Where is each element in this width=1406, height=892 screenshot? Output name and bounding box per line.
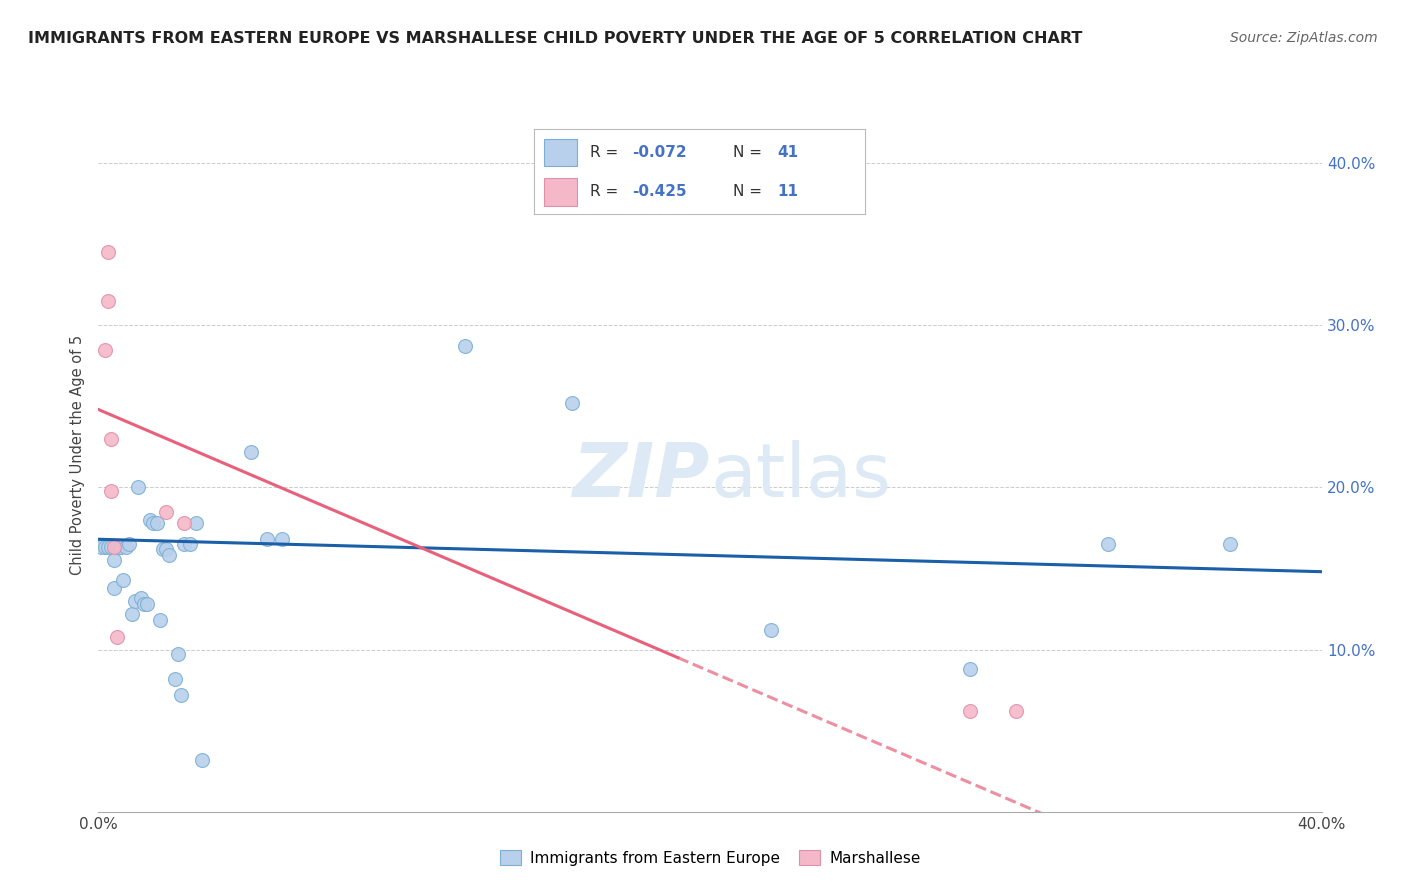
Text: N =: N = xyxy=(733,145,766,160)
Point xyxy=(240,444,263,458)
Point xyxy=(124,594,146,608)
Point xyxy=(142,516,165,530)
Point xyxy=(111,573,134,587)
Point xyxy=(1097,537,1119,551)
Point xyxy=(127,480,149,494)
Point xyxy=(97,541,120,555)
Point xyxy=(108,541,131,555)
Point xyxy=(959,704,981,718)
Text: R =: R = xyxy=(591,184,624,199)
Point xyxy=(256,533,278,547)
Bar xyxy=(544,178,578,206)
Point xyxy=(561,396,583,410)
Y-axis label: Child Poverty Under the Age of 5: Child Poverty Under the Age of 5 xyxy=(70,334,86,575)
Point xyxy=(115,541,138,555)
Point xyxy=(100,541,122,555)
Point xyxy=(959,662,981,676)
Point xyxy=(100,432,122,446)
Point xyxy=(97,293,120,308)
Point xyxy=(179,537,201,551)
Point xyxy=(103,553,125,567)
Point xyxy=(270,533,292,547)
Point xyxy=(93,343,115,357)
Text: 11: 11 xyxy=(778,184,799,199)
Text: -0.072: -0.072 xyxy=(631,145,686,160)
Text: IMMIGRANTS FROM EASTERN EUROPE VS MARSHALLESE CHILD POVERTY UNDER THE AGE OF 5 C: IMMIGRANTS FROM EASTERN EUROPE VS MARSHA… xyxy=(28,31,1083,46)
Bar xyxy=(544,138,578,166)
Text: R =: R = xyxy=(591,145,624,160)
Point xyxy=(170,688,193,702)
Point xyxy=(103,541,125,555)
Point xyxy=(108,541,131,555)
Point xyxy=(152,541,174,556)
Text: N =: N = xyxy=(733,184,766,199)
Text: 41: 41 xyxy=(778,145,799,160)
Text: -0.425: -0.425 xyxy=(631,184,686,199)
Point xyxy=(100,483,122,498)
Point xyxy=(97,245,120,260)
Point xyxy=(105,541,128,555)
Text: Source: ZipAtlas.com: Source: ZipAtlas.com xyxy=(1230,31,1378,45)
Point xyxy=(163,672,186,686)
Point xyxy=(149,613,172,627)
Point xyxy=(118,537,141,551)
Point xyxy=(136,597,159,611)
Point xyxy=(155,541,177,556)
Point xyxy=(90,541,112,555)
Point xyxy=(173,537,195,551)
Point xyxy=(134,597,156,611)
Text: atlas: atlas xyxy=(710,440,891,513)
Point xyxy=(103,581,125,595)
Point xyxy=(1004,704,1026,718)
Point xyxy=(121,607,143,621)
Point xyxy=(759,623,782,637)
Point xyxy=(145,516,167,530)
Point xyxy=(157,549,180,563)
Point xyxy=(105,630,128,644)
Point xyxy=(139,513,162,527)
Text: ZIP: ZIP xyxy=(572,440,710,513)
Point xyxy=(1219,537,1241,551)
Point xyxy=(167,648,190,662)
Point xyxy=(155,505,177,519)
Legend: Immigrants from Eastern Europe, Marshallese: Immigrants from Eastern Europe, Marshall… xyxy=(494,844,927,871)
Point xyxy=(454,339,477,353)
Point xyxy=(191,753,214,767)
Point xyxy=(129,591,152,605)
Point xyxy=(186,516,208,530)
Point xyxy=(93,541,115,555)
Point xyxy=(173,516,195,530)
